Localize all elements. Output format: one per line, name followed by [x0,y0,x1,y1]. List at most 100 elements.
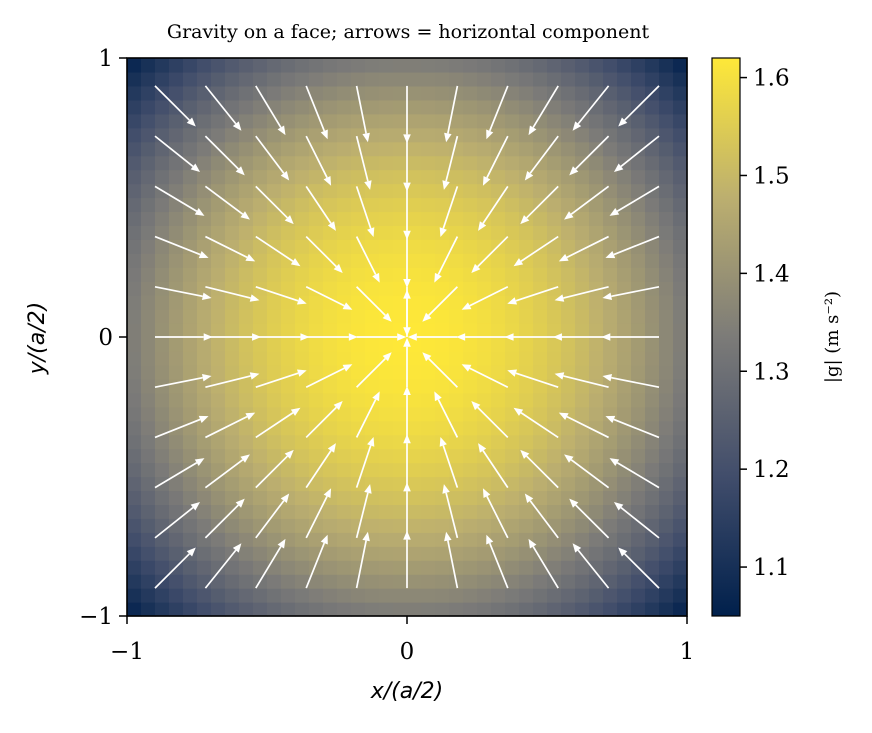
heatmap-cell [673,406,688,422]
arrow-shaft [437,236,459,275]
heatmap-cell [337,476,352,492]
heatmap-cell [631,406,646,422]
heatmap-cell [323,546,338,561]
heatmap-cell [449,127,464,143]
heatmap-cell [169,378,184,394]
quiver-arrow [552,333,609,341]
heatmap-cell [141,574,156,589]
heatmap-cell [435,183,450,199]
arrow-shaft [154,418,201,439]
heatmap-cell [673,113,688,129]
heatmap-cell [673,239,688,254]
heatmap-cell [659,434,674,450]
heatmap-cell [351,267,366,282]
arrow-shaft [305,286,345,307]
heatmap-cell [239,588,254,603]
heatmap-cell [169,518,184,533]
heatmap-cell [225,406,240,422]
heatmap-cell [561,504,576,519]
heatmap-cell [393,420,408,436]
heatmap-cell [561,518,576,533]
heatmap-cell [281,155,296,171]
heatmap-cell [533,85,548,101]
arrow-shaft [305,185,332,224]
arrow-head [434,272,442,283]
heatmap-cell [477,323,492,338]
heatmap-cell [337,588,352,603]
heatmap-cell [491,378,506,394]
heatmap-cell [393,85,408,101]
heatmap-cell [253,225,268,240]
heatmap-cell [407,58,422,73]
heatmap-cell [533,532,548,547]
arrow-shaft [305,367,345,388]
quiver-arrow [355,391,380,438]
heatmap-cell [631,323,646,338]
heatmap-cell [267,127,282,143]
arrow-shaft [255,135,285,174]
quiver-arrows [154,85,660,589]
heatmap-cell [659,127,674,143]
colorbar [711,57,741,617]
heatmap-cell [533,113,548,129]
heatmap-cell [393,574,408,589]
heatmap-cell [295,504,310,519]
heatmap-cell [351,141,366,157]
heatmap-cell [379,155,394,171]
heatmap-cell [393,113,408,129]
arrow-shaft [255,235,294,262]
heatmap-cell [155,560,170,575]
heatmap-cell [379,532,394,547]
heatmap-cell [575,588,590,603]
heatmap-cell [575,225,590,240]
heatmap-cell [239,295,254,310]
heatmap-cell [505,420,520,436]
heatmap-cell [449,169,464,185]
arrow-shaft [532,546,559,589]
arrow-head [558,412,569,421]
quiver-arrow [564,454,610,489]
heatmap-cell [253,155,268,171]
heatmap-cell [379,323,394,338]
heatmap-cell [211,490,226,505]
heatmap-cell [407,462,422,478]
heatmap-cell [617,448,632,464]
heatmap-cell [393,518,408,533]
heatmap-cell [351,58,366,73]
heatmap-cell [225,253,240,268]
heatmap-cell [435,85,450,101]
heatmap-cell [533,211,548,226]
heatmap-cell [463,253,478,268]
heatmap-cell [225,337,240,352]
heatmap-cell [127,99,142,115]
quiver-arrow [356,286,392,322]
heatmap-cell [379,504,394,519]
heatmap-cell [631,532,646,547]
heatmap-cell [491,504,506,519]
heatmap-cell [617,267,632,282]
heatmap-cell [239,504,254,519]
heatmap-cell [421,588,436,603]
heatmap-cell [547,462,562,478]
quiver-arrow [403,434,411,488]
quiver-arrow [255,407,301,439]
heatmap-cell [659,350,674,366]
heatmap-cell [141,225,156,240]
quiver-arrow [609,458,660,489]
heatmap-cell [295,281,310,296]
heatmap-cell [225,476,240,492]
heatmap-cell [407,239,422,254]
heatmap-cell [393,267,408,282]
heatmap-cell [603,155,618,171]
heatmap-cell [631,309,646,324]
heatmap-cell [421,155,436,171]
heatmap-cell [561,602,576,617]
heatmap-cell [323,420,338,436]
heatmap-cell [547,58,562,73]
heatmap-cell [421,58,436,73]
heatmap-cell [617,239,632,254]
heatmap-cell [379,239,394,254]
heatmap-cell [659,602,674,617]
heatmap-cell [561,546,576,561]
heatmap-cell [295,476,310,492]
